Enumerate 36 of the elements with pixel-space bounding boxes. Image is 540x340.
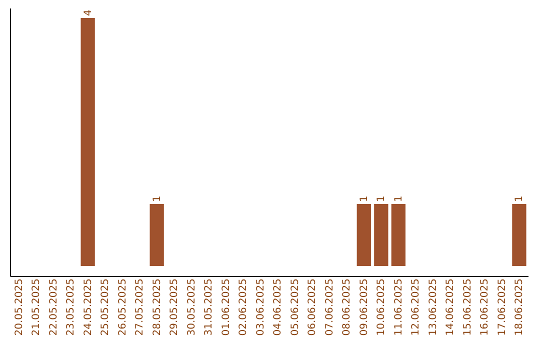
x-tick-label: 03.06.2025: [255, 278, 266, 336]
x-tick-label: 17.06.2025: [496, 278, 508, 336]
x-tick-label: 02.06.2025: [238, 278, 250, 336]
x-tick-label: 14.06.2025: [445, 278, 456, 336]
x-tick-label: 12.06.2025: [410, 278, 422, 336]
x-tick-label: 16.06.2025: [480, 278, 491, 336]
x-tick-label: 04.06.2025: [272, 278, 284, 336]
x-tick-label: 21.05.2025: [31, 278, 42, 336]
x-tick-label: 13.06.2025: [428, 278, 439, 336]
x-tick-label: 28.05.2025: [152, 278, 163, 336]
x-tick-label: 06.06.2025: [307, 278, 318, 336]
x-tick-label: 15.06.2025: [462, 278, 474, 336]
x-tick-label: 26.05.2025: [117, 278, 128, 336]
x-tick-label: 05.06.2025: [290, 278, 301, 336]
x-tick-label: 25.05.2025: [100, 278, 112, 336]
x-tick-label: 18.06.2025: [514, 278, 526, 336]
x-tick-label: 08.06.2025: [342, 278, 353, 336]
x-tick-label: 31.05.2025: [204, 278, 215, 336]
data-label: 1: [393, 196, 404, 202]
data-label: 1: [358, 196, 370, 202]
x-tick-label: 09.06.2025: [358, 278, 370, 336]
data-label: 4: [82, 10, 94, 16]
x-tick-label: 10.06.2025: [376, 278, 388, 336]
x-tick-label: 01.06.2025: [220, 278, 232, 336]
x-tick-label: 07.06.2025: [324, 278, 336, 336]
data-label: 1: [514, 196, 526, 202]
x-tick-label: 30.05.2025: [186, 278, 198, 336]
x-tick-label: 27.05.2025: [134, 278, 146, 336]
x-tick-label: 11.06.2025: [393, 278, 404, 336]
x-tick-label: 22.05.2025: [48, 278, 60, 336]
x-tick-label: 29.05.2025: [169, 278, 180, 336]
x-tick-label: 23.05.2025: [66, 278, 77, 336]
data-label: 1: [376, 196, 388, 202]
x-tick-label: 20.05.2025: [14, 278, 25, 336]
x-tick-label: 24.05.2025: [82, 278, 94, 336]
data-label: 1: [152, 196, 163, 202]
